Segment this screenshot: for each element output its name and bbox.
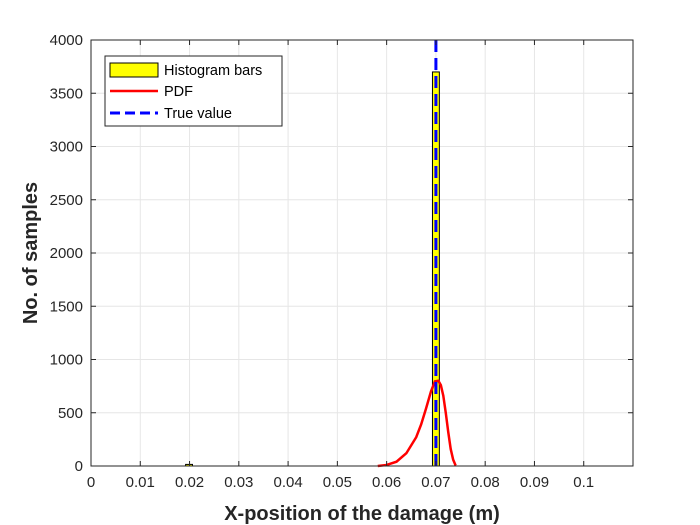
x-tick-label: 0.06	[372, 474, 401, 491]
axis-ticks	[90, 39, 633, 467]
y-tick-label: 1000	[50, 352, 83, 369]
x-tick-label: 0.03	[224, 474, 253, 491]
legend-label-histogram: Histogram bars	[164, 63, 262, 79]
x-tick-label: 0	[87, 474, 95, 491]
y-tick-label: 1500	[50, 298, 83, 315]
x-tick-label: 0.04	[273, 474, 302, 491]
y-tick-label: 3000	[50, 139, 83, 156]
y-tick-labels: 0 500 1000 1500 2000 2500 3000 3500 4000	[50, 32, 83, 475]
y-tick-label: 500	[58, 405, 83, 422]
y-tick-label: 4000	[50, 32, 83, 49]
legend-label-true-value: True value	[164, 106, 232, 122]
x-tick-label: 0.09	[520, 474, 549, 491]
y-tick-label: 2500	[50, 192, 83, 209]
y-tick-label: 0	[75, 458, 83, 475]
x-tick-label: 0.08	[471, 474, 500, 491]
y-tick-label: 3500	[50, 85, 83, 102]
y-axis-title: No. of samples	[20, 182, 42, 324]
legend: Histogram bars PDF True value	[104, 55, 283, 127]
x-tick-label: 0.01	[126, 474, 155, 491]
x-tick-label: 0.05	[323, 474, 352, 491]
x-tick-label: 0.02	[175, 474, 204, 491]
y-tick-label: 2000	[50, 245, 83, 262]
legend-swatch-histogram	[109, 62, 159, 78]
x-tick-labels: 0 0.01 0.02 0.03 0.04 0.05 0.06 0.07 0.08 0.09 0.1	[87, 474, 594, 491]
x-tick-label: 0.1	[573, 474, 594, 491]
pdf-series-line	[377, 379, 457, 468]
x-tick-label: 0.07	[421, 474, 450, 491]
x-axis-title: X-position of the damage (m)	[224, 503, 500, 525]
legend-label-pdf: PDF	[164, 84, 193, 100]
